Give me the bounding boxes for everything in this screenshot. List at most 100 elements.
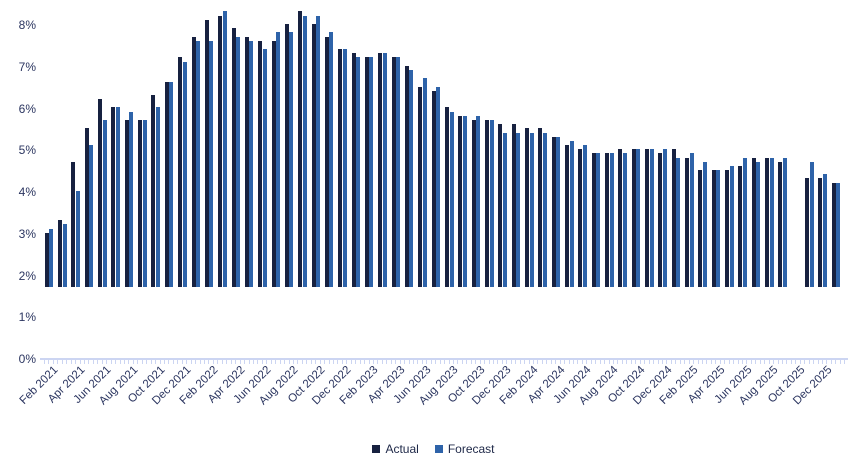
bar-actual-aug-2025[interactable]: [764, 157, 769, 287]
bar-actual-may-2021[interactable]: [84, 128, 89, 287]
bar-forecast-dec-2022[interactable]: [342, 49, 347, 287]
bar-actual-jun-2025[interactable]: [738, 165, 743, 287]
bar-actual-jun-2021[interactable]: [98, 99, 103, 287]
bar-forecast-jul-2024[interactable]: [596, 153, 601, 287]
bar-actual-feb-2024[interactable]: [524, 128, 529, 287]
bar-actual-sep-2023[interactable]: [458, 115, 463, 287]
bar-forecast-mar-2021[interactable]: [62, 224, 67, 287]
bar-actual-sep-2024[interactable]: [618, 149, 623, 287]
bar-forecast-jul-2022[interactable]: [276, 32, 281, 287]
bar-forecast-nov-2025[interactable]: [809, 161, 814, 287]
bar-actual-oct-2023[interactable]: [471, 120, 476, 287]
bar-forecast-oct-2022[interactable]: [316, 15, 321, 287]
bar-forecast-feb-2025[interactable]: [689, 153, 694, 287]
bar-actual-jun-2022[interactable]: [258, 40, 263, 287]
bar-actual-may-2025[interactable]: [724, 170, 729, 287]
bar-actual-mar-2024[interactable]: [538, 128, 543, 287]
bar-forecast-sep-2025[interactable]: [782, 157, 787, 287]
bar-actual-jan-2026[interactable]: [831, 182, 836, 287]
bar-actual-jul-2025[interactable]: [751, 157, 756, 287]
bar-forecast-feb-2023[interactable]: [369, 57, 374, 287]
bar-forecast-aug-2022[interactable]: [289, 32, 294, 287]
bar-forecast-apr-2025[interactable]: [716, 170, 721, 287]
bar-actual-sep-2022[interactable]: [298, 11, 303, 287]
legend-item-forecast[interactable]: Forecast: [434, 442, 495, 456]
bar-forecast-nov-2023[interactable]: [489, 120, 494, 287]
bar-actual-jan-2023[interactable]: [351, 53, 356, 287]
bar-forecast-jun-2022[interactable]: [262, 49, 267, 287]
bar-forecast-nov-2022[interactable]: [329, 32, 334, 287]
bar-forecast-jan-2026[interactable]: [836, 182, 841, 287]
bar-actual-feb-2022[interactable]: [204, 19, 209, 287]
bar-actual-jun-2024[interactable]: [578, 149, 583, 287]
bar-actual-mar-2025[interactable]: [698, 170, 703, 287]
bar-actual-nov-2025[interactable]: [805, 178, 809, 287]
bar-forecast-may-2024[interactable]: [569, 140, 574, 287]
bar-actual-dec-2024[interactable]: [658, 153, 663, 287]
bar-forecast-feb-2024[interactable]: [529, 132, 534, 287]
bar-forecast-jan-2024[interactable]: [516, 132, 521, 287]
bar-forecast-may-2021[interactable]: [89, 145, 94, 287]
bar-actual-may-2023[interactable]: [404, 65, 409, 287]
bar-forecast-jun-2021[interactable]: [102, 120, 107, 287]
bar-actual-dec-2025[interactable]: [818, 178, 823, 287]
bar-actual-oct-2021[interactable]: [151, 94, 156, 287]
bar-actual-aug-2023[interactable]: [444, 107, 449, 287]
bar-forecast-apr-2023[interactable]: [396, 57, 401, 287]
bar-forecast-oct-2021[interactable]: [156, 107, 161, 287]
bar-actual-dec-2022[interactable]: [338, 49, 343, 287]
bar-actual-feb-2025[interactable]: [684, 157, 689, 287]
bar-forecast-apr-2021[interactable]: [76, 190, 81, 287]
bar-forecast-sep-2021[interactable]: [142, 120, 147, 287]
bar-actual-nov-2021[interactable]: [164, 82, 169, 287]
bar-forecast-aug-2024[interactable]: [609, 153, 614, 287]
bar-forecast-may-2023[interactable]: [409, 69, 414, 287]
bar-actual-apr-2021[interactable]: [71, 161, 76, 287]
bar-actual-dec-2021[interactable]: [178, 57, 183, 287]
bar-forecast-may-2022[interactable]: [249, 40, 254, 287]
bar-forecast-dec-2023[interactable]: [502, 132, 507, 287]
bar-forecast-mar-2022[interactable]: [222, 11, 227, 287]
bar-forecast-sep-2023[interactable]: [462, 115, 467, 287]
bar-actual-jan-2024[interactable]: [511, 124, 516, 287]
bar-forecast-jan-2025[interactable]: [676, 157, 681, 287]
bar-actual-apr-2023[interactable]: [391, 57, 396, 287]
bar-actual-aug-2024[interactable]: [604, 153, 609, 287]
bar-forecast-mar-2025[interactable]: [702, 161, 707, 287]
bar-forecast-apr-2022[interactable]: [236, 36, 241, 287]
bar-actual-sep-2025[interactable]: [778, 161, 783, 287]
bar-forecast-jun-2023[interactable]: [422, 78, 427, 287]
bar-actual-aug-2021[interactable]: [124, 120, 129, 287]
bar-actual-mar-2022[interactable]: [218, 15, 223, 287]
bar-actual-may-2022[interactable]: [244, 36, 249, 287]
bar-actual-aug-2022[interactable]: [284, 23, 289, 287]
bar-forecast-jun-2024[interactable]: [582, 145, 587, 287]
bar-forecast-jan-2023[interactable]: [356, 57, 361, 287]
bar-actual-jul-2022[interactable]: [271, 40, 276, 287]
bar-forecast-nov-2024[interactable]: [649, 149, 654, 287]
bar-forecast-jul-2023[interactable]: [436, 86, 441, 287]
bar-forecast-aug-2025[interactable]: [769, 157, 774, 287]
bar-actual-mar-2021[interactable]: [58, 220, 63, 287]
bar-actual-dec-2023[interactable]: [498, 124, 503, 287]
legend-item-actual[interactable]: Actual: [372, 442, 419, 456]
bar-actual-jan-2022[interactable]: [191, 36, 196, 287]
bar-forecast-jul-2021[interactable]: [116, 107, 121, 287]
bar-forecast-sep-2024[interactable]: [622, 153, 627, 287]
bar-actual-sep-2021[interactable]: [138, 120, 143, 287]
bar-forecast-oct-2023[interactable]: [476, 115, 481, 287]
bar-forecast-jan-2022[interactable]: [196, 40, 201, 287]
bar-actual-jun-2023[interactable]: [418, 86, 423, 287]
bar-forecast-apr-2024[interactable]: [556, 136, 561, 287]
bar-actual-jul-2024[interactable]: [591, 153, 596, 287]
bar-forecast-feb-2021[interactable]: [49, 228, 54, 287]
bar-actual-nov-2022[interactable]: [324, 36, 329, 287]
bar-forecast-jun-2025[interactable]: [742, 157, 747, 287]
bar-forecast-jul-2025[interactable]: [756, 161, 761, 287]
bar-forecast-mar-2023[interactable]: [382, 53, 387, 287]
bar-actual-apr-2025[interactable]: [711, 170, 716, 287]
bar-forecast-oct-2024[interactable]: [636, 149, 641, 287]
bar-actual-apr-2024[interactable]: [551, 136, 556, 287]
bar-actual-apr-2022[interactable]: [231, 28, 236, 287]
bar-forecast-dec-2025[interactable]: [822, 174, 827, 287]
